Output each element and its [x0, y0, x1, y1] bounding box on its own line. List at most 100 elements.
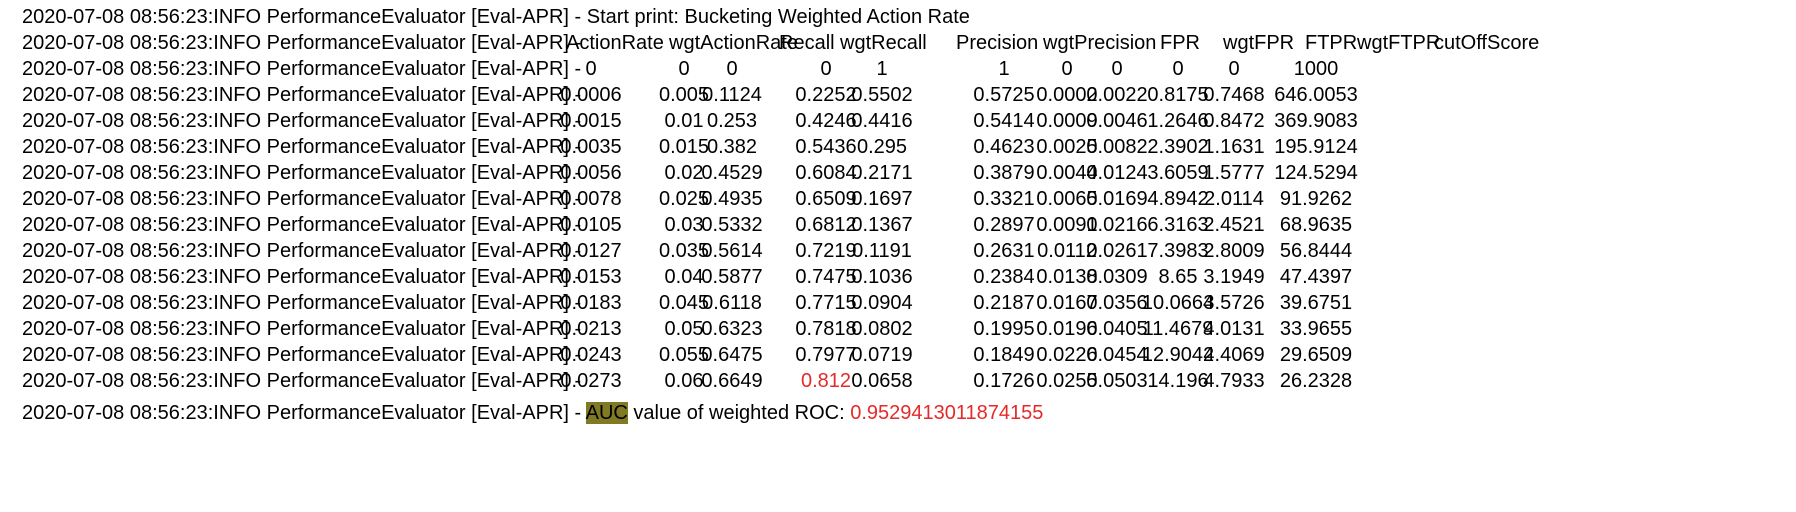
table-cell: 0.0025	[1036, 136, 1098, 158]
table-cell: 0.0015	[560, 110, 622, 132]
table-cell: 8.65	[1158, 266, 1198, 288]
table-cell: 0.0082	[1086, 136, 1148, 158]
table-cell: 0.0243	[560, 344, 622, 366]
table-cell: 47.4397	[1279, 266, 1353, 288]
table-row: 2020-07-08 08:56:23:INFO PerformanceEval…	[0, 264, 1796, 290]
log-prefix: 2020-07-08 08:56:23:INFO PerformanceEval…	[22, 162, 582, 184]
table-cell: 7.3983	[1147, 240, 1209, 262]
table-cell: 0.0105	[560, 214, 622, 236]
column-header: FPR	[1160, 32, 1200, 54]
table-cell: 0.253	[706, 110, 758, 132]
column-header: Precision	[956, 32, 1039, 54]
table-cell: 0.6475	[701, 344, 763, 366]
table-cell: 1000	[1293, 58, 1339, 80]
table-row: 2020-07-08 08:56:23:INFO PerformanceEval…	[0, 316, 1796, 342]
table-cell: 124.5294	[1274, 162, 1358, 184]
table-cell: 0.05	[664, 318, 704, 340]
table-cell: 3.1949	[1203, 266, 1265, 288]
table-cell: 10.0664	[1141, 292, 1215, 314]
table-cell: 0.7977	[795, 344, 857, 366]
table-cell: 0	[1111, 58, 1123, 80]
log-prefix: 2020-07-08 08:56:23:INFO PerformanceEval…	[22, 344, 582, 366]
table-cell: 0.6509	[795, 188, 857, 210]
log-line-text: 2020-07-08 08:56:23:INFO PerformanceEval…	[22, 6, 970, 28]
table-cell: 0.8175	[1147, 84, 1209, 106]
table-cell: 0.055	[658, 344, 710, 366]
table-cell: 0.1191	[852, 240, 912, 262]
table-cell: 0.0356	[1086, 292, 1148, 314]
table-row: 2020-07-08 08:56:23:INFO PerformanceEval…	[0, 212, 1796, 238]
log-prefix: 2020-07-08 08:56:23:INFO PerformanceEval…	[22, 136, 582, 158]
table-cell: 0.1849	[973, 344, 1035, 366]
table-cell: 0.0503	[1086, 370, 1148, 392]
log-prefix: 2020-07-08 08:56:23:INFO PerformanceEval…	[22, 292, 582, 314]
table-cell: 0.0273	[560, 370, 622, 392]
table-row: 2020-07-08 08:56:23:INFO PerformanceEval…	[0, 134, 1796, 160]
table-cell: 91.9262	[1279, 188, 1353, 210]
table-cell: 0.0405	[1086, 318, 1148, 340]
table-cell: 0	[585, 58, 597, 80]
table-cell: 0.0658	[851, 370, 913, 392]
log-prefix: 2020-07-08 08:56:23:INFO PerformanceEval…	[22, 188, 582, 210]
table-cell: 12.9042	[1141, 344, 1215, 366]
table-row: 2020-07-08 08:56:23:INFO PerformanceEval…	[0, 160, 1796, 186]
column-header: Recall	[779, 32, 835, 54]
table-cell: 4.4069	[1203, 344, 1265, 366]
table-cell: 0.04	[664, 266, 704, 288]
auc-line: 2020-07-08 08:56:23:INFO PerformanceEval…	[0, 400, 1796, 426]
table-cell: 0.0802	[851, 318, 913, 340]
table-cell: 0	[1172, 58, 1184, 80]
column-header: FTPR	[1305, 32, 1358, 54]
table-cell: 0.0078	[560, 188, 622, 210]
table-cell: 0.0167	[1036, 292, 1098, 314]
log-prefix: 2020-07-08 08:56:23:INFO PerformanceEval…	[22, 318, 582, 340]
table-cell: 0.4246	[795, 110, 857, 132]
table-cell: 0	[678, 58, 690, 80]
table-cell: 0.0216	[1086, 214, 1148, 236]
table-cell: 56.8444	[1279, 240, 1353, 262]
table-cell: 0.0309	[1086, 266, 1148, 288]
table-cell: 0.6118	[702, 292, 762, 314]
column-header: wgtActionRate	[669, 32, 798, 54]
table-cell: 0.5502	[851, 84, 913, 106]
table-cell: 26.2328	[1279, 370, 1353, 392]
table-cell: 0.1367	[851, 214, 913, 236]
table-cell: 0.0261	[1086, 240, 1148, 262]
table-cell: 195.9124	[1274, 136, 1358, 158]
table-cell: 14.196	[1147, 370, 1209, 392]
log-prefix: 2020-07-08 08:56:23:INFO PerformanceEval…	[22, 240, 582, 262]
table-cell: 0.0196	[1036, 318, 1098, 340]
log-prefix: 2020-07-08 08:56:23:INFO PerformanceEval…	[22, 110, 582, 132]
table-row: 2020-07-08 08:56:23:INFO PerformanceEval…	[0, 82, 1796, 108]
table-row: 2020-07-08 08:56:23:INFO PerformanceEval…	[0, 108, 1796, 134]
table-cell: 0.7468	[1203, 84, 1265, 106]
table-cell: 0.0169	[1086, 188, 1148, 210]
table-cell: 0.0009	[1036, 110, 1098, 132]
column-header: ActionRate	[566, 32, 664, 54]
table-cell: 0.0127	[560, 240, 622, 262]
log-prefix: 2020-07-08 08:56:23:INFO PerformanceEval…	[22, 266, 582, 288]
table-cell: 0.6323	[701, 318, 763, 340]
table-cell: 0.6812	[795, 214, 857, 236]
table-cell: 0.4935	[701, 188, 763, 210]
table-cell: 29.6509	[1279, 344, 1353, 366]
table-cell: 0.0065	[1036, 188, 1098, 210]
auc-highlight: AUC	[585, 402, 628, 424]
table-cell: 0.0006	[560, 84, 622, 106]
table-cell: 0.03	[664, 214, 704, 236]
table-cell: 0.2187	[973, 292, 1035, 314]
table-cell: 68.9635	[1279, 214, 1353, 236]
table-cell: 0.045	[658, 292, 710, 314]
table-cell: 0.2252	[795, 84, 857, 106]
table-cell: 0.7219	[795, 240, 857, 262]
table-cell: 0.5877	[701, 266, 763, 288]
table-cell: 0.0035	[560, 136, 622, 158]
table-cell: 33.9655	[1279, 318, 1353, 340]
log-prefix: 2020-07-08 08:56:23:INFO PerformanceEval…	[22, 84, 582, 106]
table-cell: 0.5725	[973, 84, 1035, 106]
table-cell: 0.0719	[851, 344, 913, 366]
table-cell: 0.5436	[795, 136, 857, 158]
table-cell: 2.3902	[1147, 136, 1209, 158]
table-cell: 0.4416	[851, 110, 913, 132]
